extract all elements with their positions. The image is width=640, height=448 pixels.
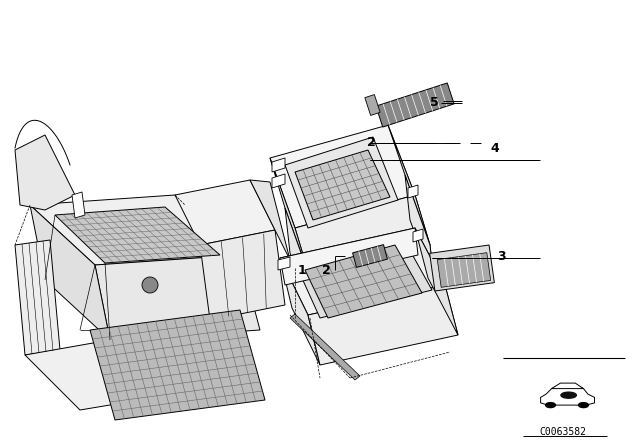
Text: 4: 4 — [490, 142, 499, 155]
Polygon shape — [175, 180, 275, 245]
Polygon shape — [295, 195, 430, 278]
Text: C0063582: C0063582 — [540, 427, 586, 437]
Polygon shape — [305, 245, 422, 318]
Polygon shape — [30, 205, 110, 340]
Polygon shape — [280, 228, 445, 315]
Text: 1: 1 — [298, 263, 307, 276]
Polygon shape — [272, 174, 285, 188]
Polygon shape — [353, 245, 387, 267]
Polygon shape — [72, 192, 85, 218]
Polygon shape — [413, 229, 423, 242]
Polygon shape — [541, 385, 595, 405]
Polygon shape — [90, 310, 265, 420]
Polygon shape — [95, 255, 260, 340]
Text: 2: 2 — [367, 137, 376, 150]
Polygon shape — [285, 137, 398, 228]
Text: 2: 2 — [322, 263, 331, 276]
Polygon shape — [296, 238, 432, 318]
Ellipse shape — [545, 403, 556, 408]
Polygon shape — [15, 135, 75, 210]
Polygon shape — [280, 258, 320, 365]
Polygon shape — [310, 245, 435, 323]
Polygon shape — [408, 185, 418, 198]
Text: 3: 3 — [497, 250, 506, 263]
Ellipse shape — [579, 403, 588, 408]
Polygon shape — [365, 95, 380, 116]
Polygon shape — [388, 125, 430, 245]
Polygon shape — [272, 158, 285, 172]
Polygon shape — [405, 175, 435, 290]
Ellipse shape — [561, 392, 577, 398]
Text: 5: 5 — [430, 96, 439, 109]
Polygon shape — [290, 314, 360, 380]
Polygon shape — [15, 240, 60, 355]
Polygon shape — [278, 257, 290, 270]
Polygon shape — [552, 383, 584, 388]
Polygon shape — [285, 208, 315, 323]
Polygon shape — [415, 228, 458, 335]
Polygon shape — [437, 253, 491, 287]
Polygon shape — [25, 340, 170, 410]
Polygon shape — [55, 207, 220, 263]
Circle shape — [142, 277, 158, 293]
Polygon shape — [429, 245, 494, 291]
Polygon shape — [250, 180, 290, 260]
Polygon shape — [30, 195, 240, 265]
Polygon shape — [270, 158, 310, 278]
Polygon shape — [308, 285, 458, 365]
Polygon shape — [376, 83, 454, 127]
Polygon shape — [200, 230, 285, 320]
Polygon shape — [295, 150, 390, 220]
Polygon shape — [280, 228, 418, 285]
Polygon shape — [270, 125, 415, 228]
